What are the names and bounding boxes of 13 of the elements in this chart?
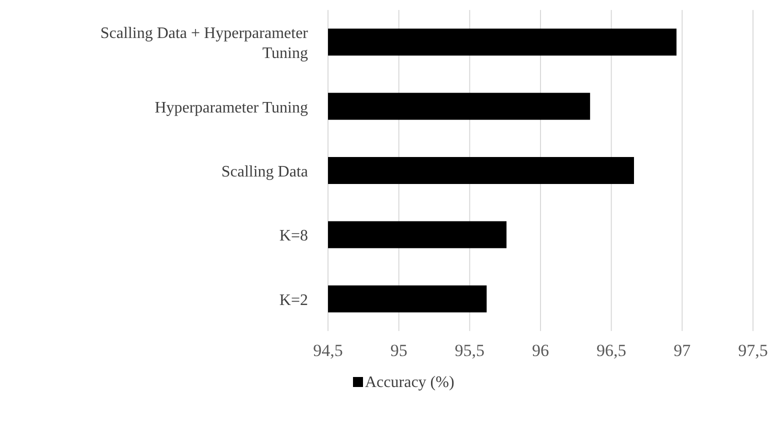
y-tick-label: K=8 — [279, 228, 308, 245]
y-tick-label: Scalling Data + Hyperparameter Tuning — [100, 25, 309, 62]
y-tick-label: Scalling Data — [221, 164, 308, 180]
x-tick-label: 96 — [532, 341, 549, 360]
x-tick-label: 96,5 — [596, 341, 626, 360]
x-tick-label: 94,5 — [313, 341, 343, 360]
x-tick-label: 97,5 — [738, 341, 768, 360]
y-tick-label: K=2 — [279, 292, 308, 309]
y-tick-label: Hyperparameter Tuning — [154, 99, 308, 116]
legend-label: Accuracy (%) — [365, 374, 454, 391]
x-tick-label: 97 — [674, 341, 692, 360]
x-tick-label: 95,5 — [454, 341, 485, 360]
x-tick-label: 95 — [390, 341, 408, 360]
